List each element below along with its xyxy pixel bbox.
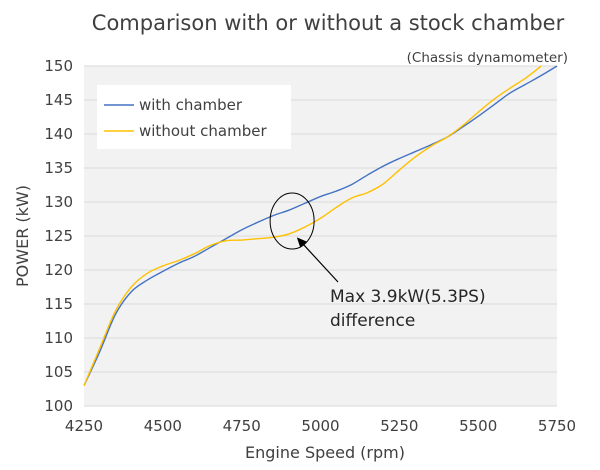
- legend: with chamber without chamber: [97, 85, 291, 149]
- annotation-line-1: Max 3.9kW(5.3PS): [330, 287, 486, 307]
- y-tick-label: 115: [44, 295, 73, 313]
- series-line-with-chamber: [83, 65, 558, 386]
- legend-label-with-chamber: with chamber: [139, 96, 243, 114]
- x-axis-title: Engine Speed (rpm): [245, 443, 405, 462]
- annotation-arrowhead: [296, 237, 307, 248]
- legend-box: [97, 85, 291, 149]
- y-tick-label: 145: [44, 91, 73, 109]
- y-tick-label: 105: [44, 363, 73, 381]
- y-tick-label: 125: [44, 227, 73, 245]
- annotation-ellipse: [269, 192, 315, 250]
- chart-title: Comparison with or without a stock chamb…: [92, 11, 565, 35]
- x-tick-label: 5750: [538, 417, 576, 435]
- y-tick-label: 120: [44, 261, 73, 279]
- y-tick-label: 100: [44, 397, 73, 415]
- annotation-arrow: [303, 244, 339, 283]
- annotation-line-2: difference: [330, 311, 415, 331]
- y-tick-label: 140: [44, 125, 73, 143]
- y-axis-title: POWER (kW): [13, 185, 32, 287]
- x-tick-label: 5000: [301, 417, 339, 435]
- chart-subtitle: (Chassis dynamometer): [407, 50, 568, 66]
- series-line-without-chamber: [83, 65, 542, 386]
- y-tick-label: 130: [44, 193, 73, 211]
- series-lines: [83, 65, 558, 386]
- x-tick-label: 4250: [65, 417, 103, 435]
- y-tick-label: 110: [44, 329, 73, 347]
- tick-labels: 100 105 110 115 120 125 130 135 140 145 150 4250 450…: [44, 57, 576, 435]
- x-tick-label: 5500: [459, 417, 497, 435]
- x-tick-label: 4750: [223, 417, 261, 435]
- y-tick-label: 150: [44, 57, 73, 75]
- x-tick-label: 4500: [144, 417, 182, 435]
- legend-label-without-chamber: without chamber: [139, 122, 267, 140]
- annotation: Max 3.9kW(5.3PS) difference: [269, 192, 486, 331]
- x-tick-label: 5250: [380, 417, 418, 435]
- y-tick-label: 135: [44, 159, 73, 177]
